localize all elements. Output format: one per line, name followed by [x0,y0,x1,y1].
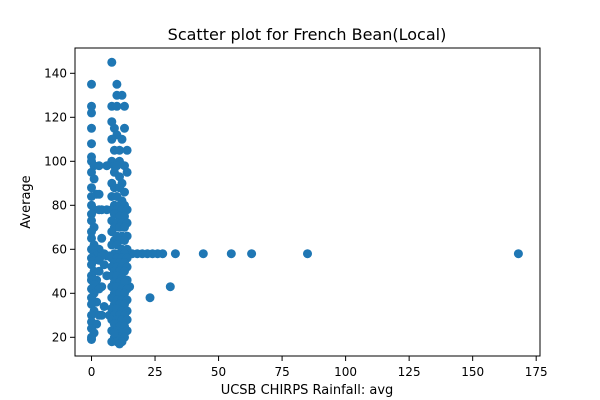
data-point [107,134,117,144]
data-point [112,101,122,111]
data-point [97,233,107,243]
data-point [120,222,129,232]
x-tick-label: 100 [334,365,357,379]
x-tick-label: 150 [461,365,484,379]
plot-area-frame [74,47,541,357]
x-tick-label: 0 [88,365,96,379]
data-point [89,174,99,184]
data-point [170,249,180,259]
data-point [87,192,96,201]
y-tick-label: 60 [52,242,67,256]
data-point [107,57,117,67]
data-point [120,187,129,197]
data-point [102,161,112,171]
y-tick-label: 80 [52,198,67,212]
x-tick-label: 75 [274,365,289,379]
data-point [87,139,96,149]
y-tick-label: 140 [44,66,67,80]
data-point [165,282,175,292]
y-tick-label: 40 [52,286,67,300]
data-point [99,260,109,270]
data-point [87,310,96,320]
data-point [120,123,129,133]
data-point [109,328,119,338]
data-point [226,249,236,259]
data-point [94,205,104,215]
y-tick-label: 100 [44,154,67,168]
data-point [198,249,208,259]
x-tick-label: 50 [211,365,226,379]
data-point [115,145,124,155]
points-layer [87,57,523,349]
data-point [87,108,96,118]
x-tick-label: 125 [398,365,421,379]
data-point [120,101,129,111]
y-tick-label: 120 [44,110,67,124]
data-point [87,183,96,193]
data-point [87,209,96,219]
data-point [122,145,132,155]
data-point [87,79,96,89]
data-point [247,249,257,259]
data-point [145,293,155,303]
x-tick-label: 175 [525,365,548,379]
data-point [94,161,104,171]
y-tick-label: 20 [52,330,67,344]
data-point [87,101,96,111]
data-point [115,339,124,349]
x-axis-ticks: 0 25 50 75 100 125 150 175 [88,356,548,379]
data-point [117,134,127,144]
data-point [122,167,132,177]
data-point [87,123,96,133]
data-point [303,249,312,259]
y-axis-ticks: 20 40 60 80 100 120 140 [44,66,75,344]
data-point [94,266,104,276]
x-tick-label: 25 [147,365,162,379]
data-point [120,236,129,245]
data-point [97,310,107,320]
data-point [112,79,122,89]
x-axis-label: UCSB CHIRPS Rainfall: avg [221,383,394,398]
data-point [112,90,122,100]
chart-title: Scatter plot for French Bean(Local) [168,25,447,44]
data-point [513,249,523,259]
data-point [87,227,96,237]
data-point [87,335,96,344]
y-axis-label: Average [19,175,34,228]
data-point [99,302,109,311]
data-point [94,189,104,199]
